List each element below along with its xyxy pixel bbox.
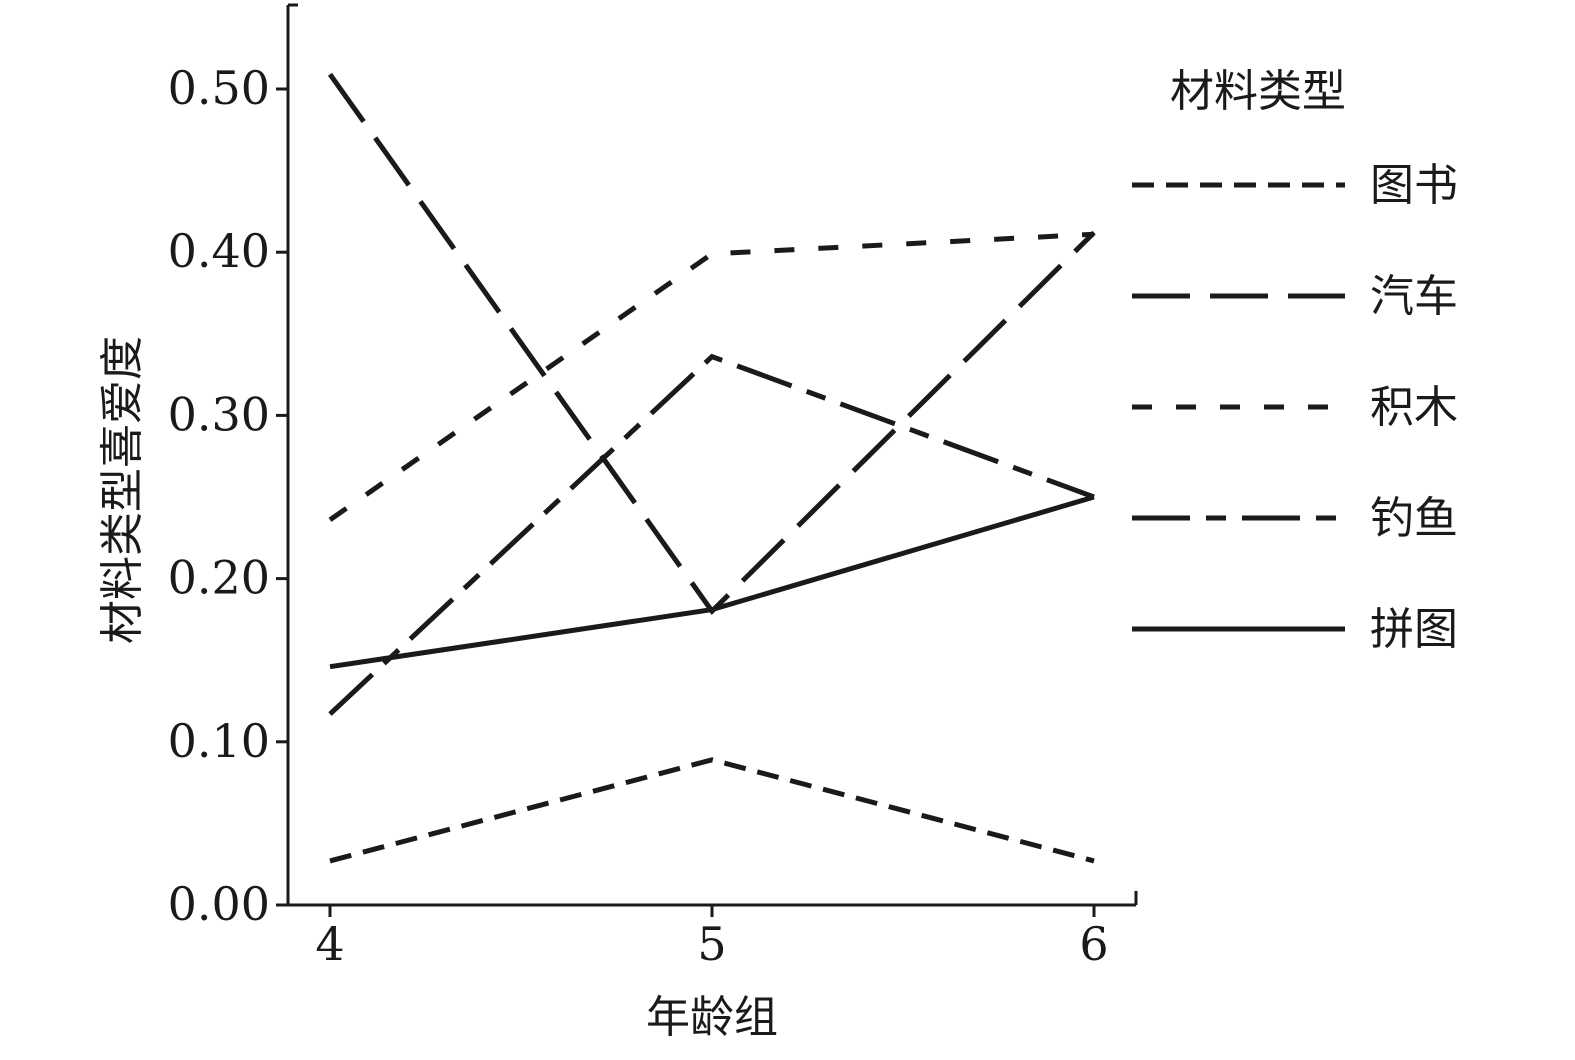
y-tick-label: 0.40	[168, 224, 270, 278]
legend-label-4: 拼图	[1370, 604, 1458, 655]
legend-label-1: 汽车	[1370, 271, 1458, 322]
legend-label-0: 图书	[1370, 160, 1458, 211]
y-axis-label: 材料类型喜爱度	[97, 336, 148, 644]
series-line-4	[329, 494, 1095, 670]
x-axis-ticks: 4 5 6	[315, 891, 1138, 971]
y-tick-label: 0.20	[168, 551, 270, 605]
series-line-2	[328, 231, 1095, 522]
x-tick-label: 5	[697, 917, 726, 971]
legend-label-3: 钓鱼	[1370, 493, 1458, 544]
y-tick-label: 0.50	[168, 61, 270, 115]
series-lines	[327, 72, 1096, 864]
y-axis-ticks: 0.00 0.10 0.20 0.30 0.40 0.50	[168, 61, 288, 931]
y-tick-label: 0.10	[168, 714, 270, 768]
series-line-3	[328, 353, 1095, 716]
x-tick-label: 4	[315, 917, 344, 971]
x-axis-label: 年龄组	[646, 992, 778, 1043]
y-tick-label: 0.30	[168, 387, 270, 441]
y-tick-label: 0.00	[168, 877, 270, 931]
legend-label-2: 积木	[1370, 382, 1458, 433]
axes	[286, 3, 1136, 907]
legend-title: 材料类型	[1170, 66, 1346, 117]
x-tick-label: 6	[1079, 917, 1108, 971]
series-line-0	[329, 757, 1095, 864]
